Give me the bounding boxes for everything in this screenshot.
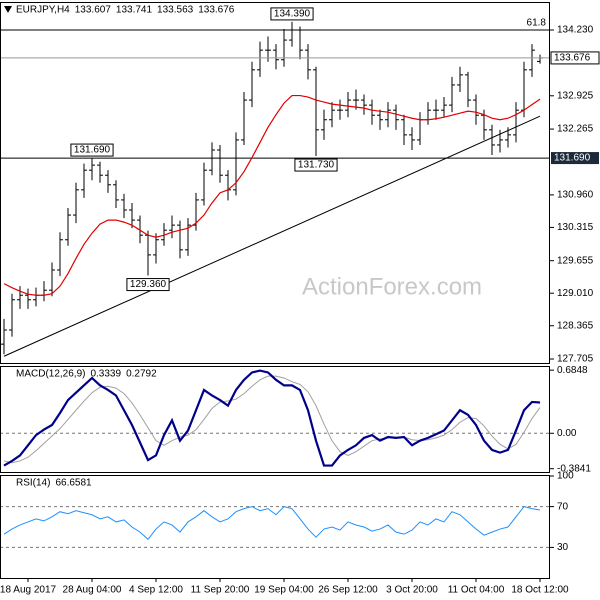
panel-frame [0, 475, 550, 579]
x-tick-label: 18 Oct 12:00 [511, 585, 569, 596]
x-tick-label: 18 Aug 2017 [0, 585, 57, 596]
header-value: 0.2792 [126, 369, 157, 380]
x-tick-label: 19 Sep 04:00 [254, 585, 314, 596]
y-tick-label: 132.925 [557, 90, 594, 101]
level-tag-label: 131.690 [554, 153, 591, 164]
y-tick-label: -0.3841 [557, 463, 591, 474]
y-tick-label: 130.315 [557, 222, 594, 233]
y-tick-label: 0.6848 [557, 365, 588, 376]
fib-label: 61.8 [527, 18, 547, 29]
panel-title: RSI(14) [16, 478, 50, 489]
x-tick-label: 4 Sep 12:00 [129, 585, 183, 596]
panel-title: MACD(12,26,9) [16, 369, 85, 380]
y-tick-label: 134.230 [557, 25, 594, 36]
annotation-label: 131.690 [74, 145, 111, 156]
panel-frame [0, 2, 550, 364]
indicator-line [3, 369, 541, 467]
y-tick-label: 127.705 [557, 354, 594, 365]
header-value: 133.563 [157, 5, 194, 16]
x-tick-label: 28 Aug 04:00 [63, 585, 122, 596]
symbol-icon [4, 6, 12, 13]
x-tick-label: 3 Oct 20:00 [386, 585, 438, 596]
annotation-label: 131.730 [298, 160, 335, 171]
indicator-line [3, 506, 541, 540]
level-tag [551, 152, 599, 165]
panel [0, 506, 550, 548]
annotation-box [294, 158, 338, 172]
panel [0, 21, 550, 357]
watermark: ActionForex.com [302, 273, 482, 300]
y-tick-label: 30 [557, 542, 569, 553]
price-tag [550, 51, 600, 65]
annotation-box [70, 143, 114, 157]
header-value: 66.6581 [55, 478, 92, 489]
annotation-box [270, 7, 314, 21]
y-tick-label: 129.010 [557, 288, 594, 299]
annotation-label: 134.390 [274, 9, 311, 20]
annotation-box [126, 278, 170, 292]
y-tick-label: 132.265 [557, 124, 594, 135]
header-value: 133.607 [75, 5, 112, 16]
panel-title: EURJPY,H4 [16, 5, 70, 16]
x-tick-label: 26 Sep 12:00 [318, 585, 378, 596]
header-value: 133.676 [198, 5, 235, 16]
panel [0, 369, 550, 467]
y-tick-label: 70 [557, 501, 569, 512]
trendline [3, 115, 541, 357]
x-tick-label: 11 Sep 20:00 [191, 585, 250, 596]
header-value: 0.3339 [90, 369, 121, 380]
y-tick-label: 0.00 [557, 428, 577, 439]
annotation-label: 129.360 [130, 279, 167, 290]
panel-frame [0, 366, 550, 473]
price-tag-label: 133.676 [554, 53, 591, 64]
x-tick-label: 11 Oct 04:00 [448, 585, 505, 596]
moving-average [3, 94, 541, 296]
y-tick-label: 100 [557, 471, 574, 482]
header-value: 133.741 [116, 5, 153, 16]
y-tick-label: 128.365 [557, 320, 594, 331]
y-tick-label: 130.960 [557, 190, 594, 201]
y-tick-label: 129.655 [557, 255, 594, 266]
